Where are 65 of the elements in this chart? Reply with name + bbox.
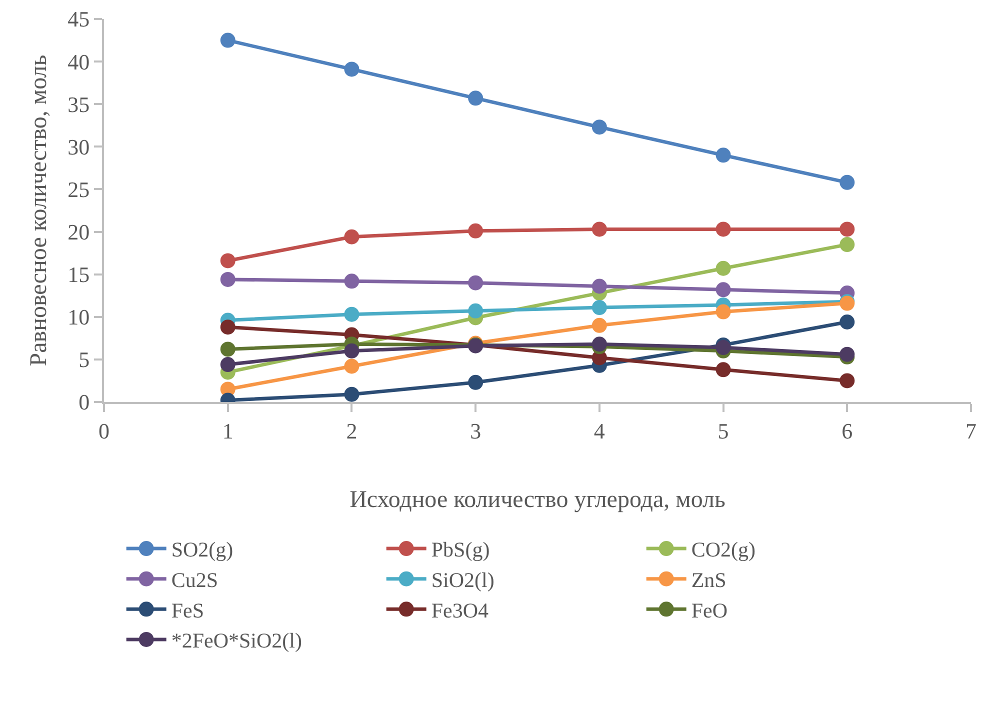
point bbox=[468, 374, 484, 390]
y-tick-label: 5 bbox=[78, 347, 90, 372]
y-tick-label: 30 bbox=[68, 134, 90, 160]
y-tick-label: 20 bbox=[68, 219, 90, 244]
legend-label: SiO2(l) bbox=[431, 568, 494, 592]
y-tick-label: 45 bbox=[68, 6, 90, 32]
point bbox=[840, 222, 855, 237]
point bbox=[592, 222, 607, 237]
point bbox=[344, 386, 360, 402]
point bbox=[592, 120, 607, 135]
x-tick-label: 4 bbox=[594, 418, 605, 444]
y-tick-label: 15 bbox=[68, 262, 90, 288]
y-axis-title: Равновесное количество, моль bbox=[26, 54, 52, 366]
point bbox=[716, 282, 731, 298]
point bbox=[592, 300, 607, 316]
point bbox=[220, 357, 236, 372]
x-tick-label: 5 bbox=[718, 418, 729, 444]
point bbox=[220, 320, 236, 335]
point bbox=[344, 343, 360, 358]
point bbox=[592, 278, 607, 294]
point bbox=[220, 272, 236, 287]
y-tick-label: 40 bbox=[68, 49, 90, 74]
point bbox=[344, 358, 360, 374]
point bbox=[840, 314, 855, 330]
point bbox=[220, 342, 236, 357]
point bbox=[344, 274, 360, 289]
point bbox=[840, 174, 855, 190]
x-tick-label: 6 bbox=[842, 418, 853, 444]
point bbox=[840, 237, 855, 252]
x-tick-label: 2 bbox=[346, 418, 358, 444]
x-tick-label: 1 bbox=[222, 418, 234, 444]
y-tick-label: 35 bbox=[68, 92, 90, 117]
point bbox=[220, 253, 236, 268]
point bbox=[468, 90, 484, 106]
x-axis-title: Исходное количество углерода, моль bbox=[350, 487, 726, 514]
y-tick-label: 25 bbox=[68, 176, 90, 202]
point bbox=[220, 32, 236, 48]
point bbox=[468, 303, 484, 318]
point bbox=[716, 148, 731, 163]
legend-label: PbS(g) bbox=[431, 538, 490, 562]
legend-label: Fe3O4 bbox=[431, 598, 490, 622]
legend-label: FeS bbox=[171, 598, 204, 622]
point bbox=[716, 340, 731, 356]
legend-label: Cu2S bbox=[171, 568, 218, 592]
legend-label: ZnS bbox=[691, 568, 726, 592]
y-tick-label: 10 bbox=[68, 304, 90, 330]
y-tick-label: 0 bbox=[78, 390, 90, 415]
point bbox=[716, 362, 731, 378]
point bbox=[344, 62, 360, 77]
point bbox=[468, 223, 484, 238]
legend-label: FeO bbox=[691, 598, 728, 622]
x-tick-label: 7 bbox=[966, 418, 976, 444]
point bbox=[468, 275, 484, 290]
point bbox=[716, 260, 731, 276]
point bbox=[592, 318, 607, 333]
x-tick-label: 0 bbox=[98, 418, 110, 444]
legend-label: *2FeO*SiO2(l) bbox=[171, 628, 302, 653]
point bbox=[716, 222, 731, 237]
legend-label: SO2(g) bbox=[171, 538, 234, 562]
point bbox=[840, 373, 855, 388]
point bbox=[344, 306, 360, 322]
legend-label: CO2(g) bbox=[691, 538, 756, 562]
point bbox=[716, 304, 731, 320]
point bbox=[344, 229, 360, 244]
x-tick-label: 3 bbox=[470, 418, 482, 444]
